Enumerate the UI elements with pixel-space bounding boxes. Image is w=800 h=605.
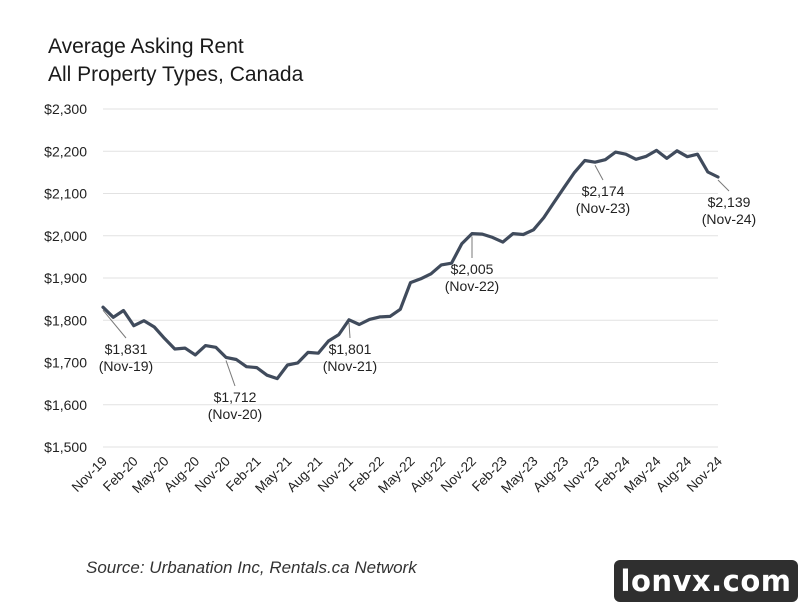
y-tick-label: $1,600 [44, 397, 87, 413]
annotation-leader [594, 164, 604, 181]
x-tick-label: Nov-24 [684, 453, 726, 495]
annotation-leader [717, 179, 730, 192]
series-line [101, 148, 720, 381]
watermark-logo: lonvx.com [614, 560, 798, 602]
annotation-date-label: (Nov-21) [323, 358, 377, 374]
y-tick-label: $1,800 [44, 312, 87, 328]
annotation-leader [348, 322, 351, 339]
annotation-value-label: $1,712 [214, 389, 257, 405]
y-tick-label: $1,500 [44, 439, 87, 455]
chart-title: Average Asking Rent All Property Types, … [48, 33, 303, 89]
annotation-date-label: (Nov-19) [99, 358, 153, 374]
annotation-value-label: $2,139 [708, 194, 751, 210]
y-tick-label: $1,900 [44, 270, 87, 286]
annotation-leader [102, 309, 127, 339]
annotation-date-label: (Nov-20) [208, 406, 262, 422]
annotation-date-label: (Nov-23) [576, 200, 630, 216]
annotation-leaders [102, 164, 730, 387]
y-tick-label: $2,300 [44, 101, 87, 117]
annotation-value-label: $1,831 [105, 341, 148, 357]
y-tick-label: $2,200 [44, 143, 87, 159]
x-axis-ticks: Nov-19Feb-20May-20Aug-20Nov-20Feb-21May-… [69, 453, 726, 496]
annotation-value-label: $2,174 [582, 183, 625, 199]
source-note: Source: Urbanation Inc, Rentals.ca Netwo… [86, 558, 417, 577]
y-tick-label: $2,000 [44, 228, 87, 244]
annotation-date-label: (Nov-22) [445, 278, 499, 294]
annotations: $1,831(Nov-19)$1,712(Nov-20)$1,801(Nov-2… [99, 183, 756, 422]
annotation-value-label: $2,005 [451, 261, 494, 277]
annotation-value-label: $1,801 [329, 341, 372, 357]
y-tick-label: $1,700 [44, 355, 87, 371]
grid-lines [103, 108, 718, 448]
y-tick-label: $2,100 [44, 186, 87, 202]
chart-title-line-1: Average Asking Rent [48, 35, 244, 58]
annotation-date-label: (Nov-24) [702, 211, 756, 227]
annotation-leader [225, 360, 236, 387]
chart-title-line-2: All Property Types, Canada [48, 63, 304, 86]
y-axis-ticks: $1,500 $1,600 $1,700 $1,800 $1,900 $2,000 $2,1… [44, 101, 87, 455]
